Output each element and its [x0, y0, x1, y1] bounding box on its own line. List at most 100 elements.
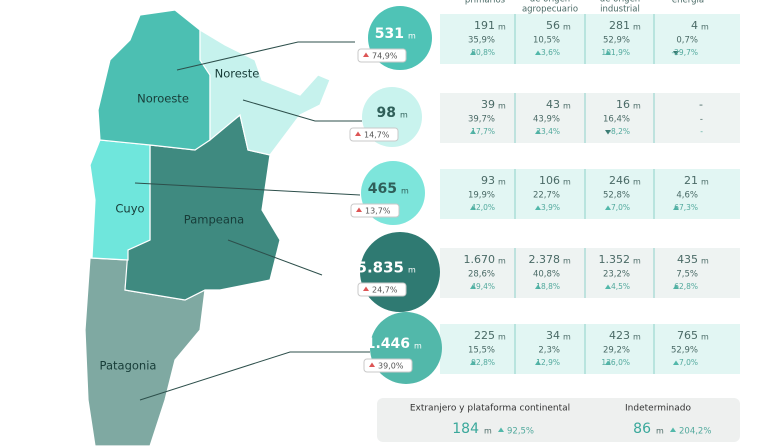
cell-change: 17,7% — [471, 127, 495, 136]
unit: m — [633, 178, 641, 187]
change-arrow — [356, 207, 362, 212]
unit: m — [408, 266, 416, 275]
change-arrow — [363, 286, 369, 291]
change-badge — [357, 48, 407, 63]
cell-share: 16,4% — [603, 115, 630, 125]
row-band — [440, 93, 740, 143]
region-label: Cuyo — [115, 202, 144, 216]
footer-label: Indeterminado — [625, 404, 691, 414]
cell-value: 281 — [609, 19, 630, 32]
footer-box — [377, 398, 740, 442]
cell-value: 16 — [616, 98, 630, 111]
cell-value: 4 — [691, 19, 698, 32]
total-value: 5.835 — [357, 259, 404, 277]
cell-change: 4,5% — [611, 282, 630, 291]
cell-share: 28,6% — [468, 270, 495, 280]
row-band — [440, 248, 740, 298]
unit: m — [701, 257, 709, 266]
unit: m — [633, 257, 641, 266]
cell-share: 52,9% — [671, 346, 698, 356]
change-arrow — [470, 205, 476, 210]
total-value: 98 — [377, 105, 396, 121]
cell-share: 4,6% — [676, 191, 698, 201]
row-band — [440, 169, 740, 219]
cell-value: 1.352 — [599, 253, 631, 266]
unit: m — [414, 342, 422, 351]
unit: m — [498, 257, 506, 266]
change-arrow — [605, 130, 611, 135]
row-band — [440, 14, 740, 64]
unit: m — [498, 178, 506, 187]
change-arrow — [470, 284, 476, 289]
cell-share: 7,5% — [676, 270, 698, 280]
cell-change: 80,8% — [471, 48, 495, 57]
change-arrow — [605, 205, 611, 210]
cell-value: 423 — [609, 329, 630, 342]
cell-share: 43,9% — [533, 115, 560, 125]
unit: m — [400, 111, 408, 120]
column-header: agropecuario — [522, 5, 578, 15]
connector — [139, 351, 370, 401]
cell-share: 2,3% — [538, 346, 560, 356]
cell-value: 39 — [481, 98, 495, 111]
region-noroeste — [97, 9, 211, 151]
unit: m — [498, 333, 506, 342]
cell-value: 191 — [474, 19, 495, 32]
change-arrow — [670, 427, 676, 432]
cell-value: 43 — [546, 98, 560, 111]
cell-share: 23,2% — [603, 270, 630, 280]
cell-change: 18,8% — [536, 282, 560, 291]
cell-change: 101,9% — [601, 48, 630, 57]
change-arrow — [673, 284, 679, 289]
change-arrow — [535, 205, 541, 210]
cell-change: 62,8% — [674, 282, 698, 291]
cell-share: 10,5% — [533, 36, 560, 46]
cell-value: 2.378 — [529, 253, 561, 266]
total-change: 74,9% — [372, 52, 398, 61]
change-arrow — [605, 360, 611, 365]
unit: m — [563, 333, 571, 342]
connector — [242, 99, 362, 122]
column-header: de origen — [600, 0, 640, 5]
change-arrow — [605, 284, 611, 289]
cell-share: 39,7% — [468, 115, 495, 125]
cell-change: 3,9% — [541, 203, 560, 212]
unit: m — [563, 23, 571, 32]
change-arrow — [535, 129, 541, 134]
unit: m — [401, 187, 409, 196]
total-change: 14,7% — [364, 131, 390, 140]
region-label: Pampeana — [184, 213, 244, 227]
change-arrow — [498, 427, 504, 432]
unit: m — [633, 102, 641, 111]
cell-change: - — [700, 127, 703, 136]
cell-share: 29,2% — [603, 346, 630, 356]
footer-change: 92,5% — [507, 427, 534, 437]
unit: m — [408, 32, 416, 41]
footer-value: 86 — [633, 421, 651, 437]
cell-share: 15,5% — [468, 346, 495, 356]
unit: m — [563, 257, 571, 266]
unit: m — [633, 333, 641, 342]
unit: m — [563, 102, 571, 111]
cell-share: - — [700, 115, 703, 125]
cell-value: 435 — [677, 253, 698, 266]
cell-share: 19,9% — [468, 191, 495, 201]
connector — [134, 182, 361, 196]
change-arrow — [369, 362, 375, 367]
cell-value: 93 — [481, 174, 495, 187]
cell-value: - — [699, 98, 703, 111]
total-value: 1.446 — [366, 336, 410, 352]
change-arrow — [535, 360, 541, 365]
cell-change: 136,0% — [601, 358, 630, 367]
change-badge — [350, 203, 400, 218]
change-arrow — [673, 205, 679, 210]
unit: m — [701, 333, 709, 342]
total-value: 465 — [368, 181, 397, 197]
column-header: energía — [672, 0, 704, 6]
footer-label: Extranjero y plataforma continental — [410, 404, 570, 414]
total-change: 39,0% — [378, 362, 404, 371]
change-arrow — [673, 360, 679, 365]
cell-change: -29,7% — [671, 48, 698, 57]
region-label: Noroeste — [137, 92, 189, 106]
